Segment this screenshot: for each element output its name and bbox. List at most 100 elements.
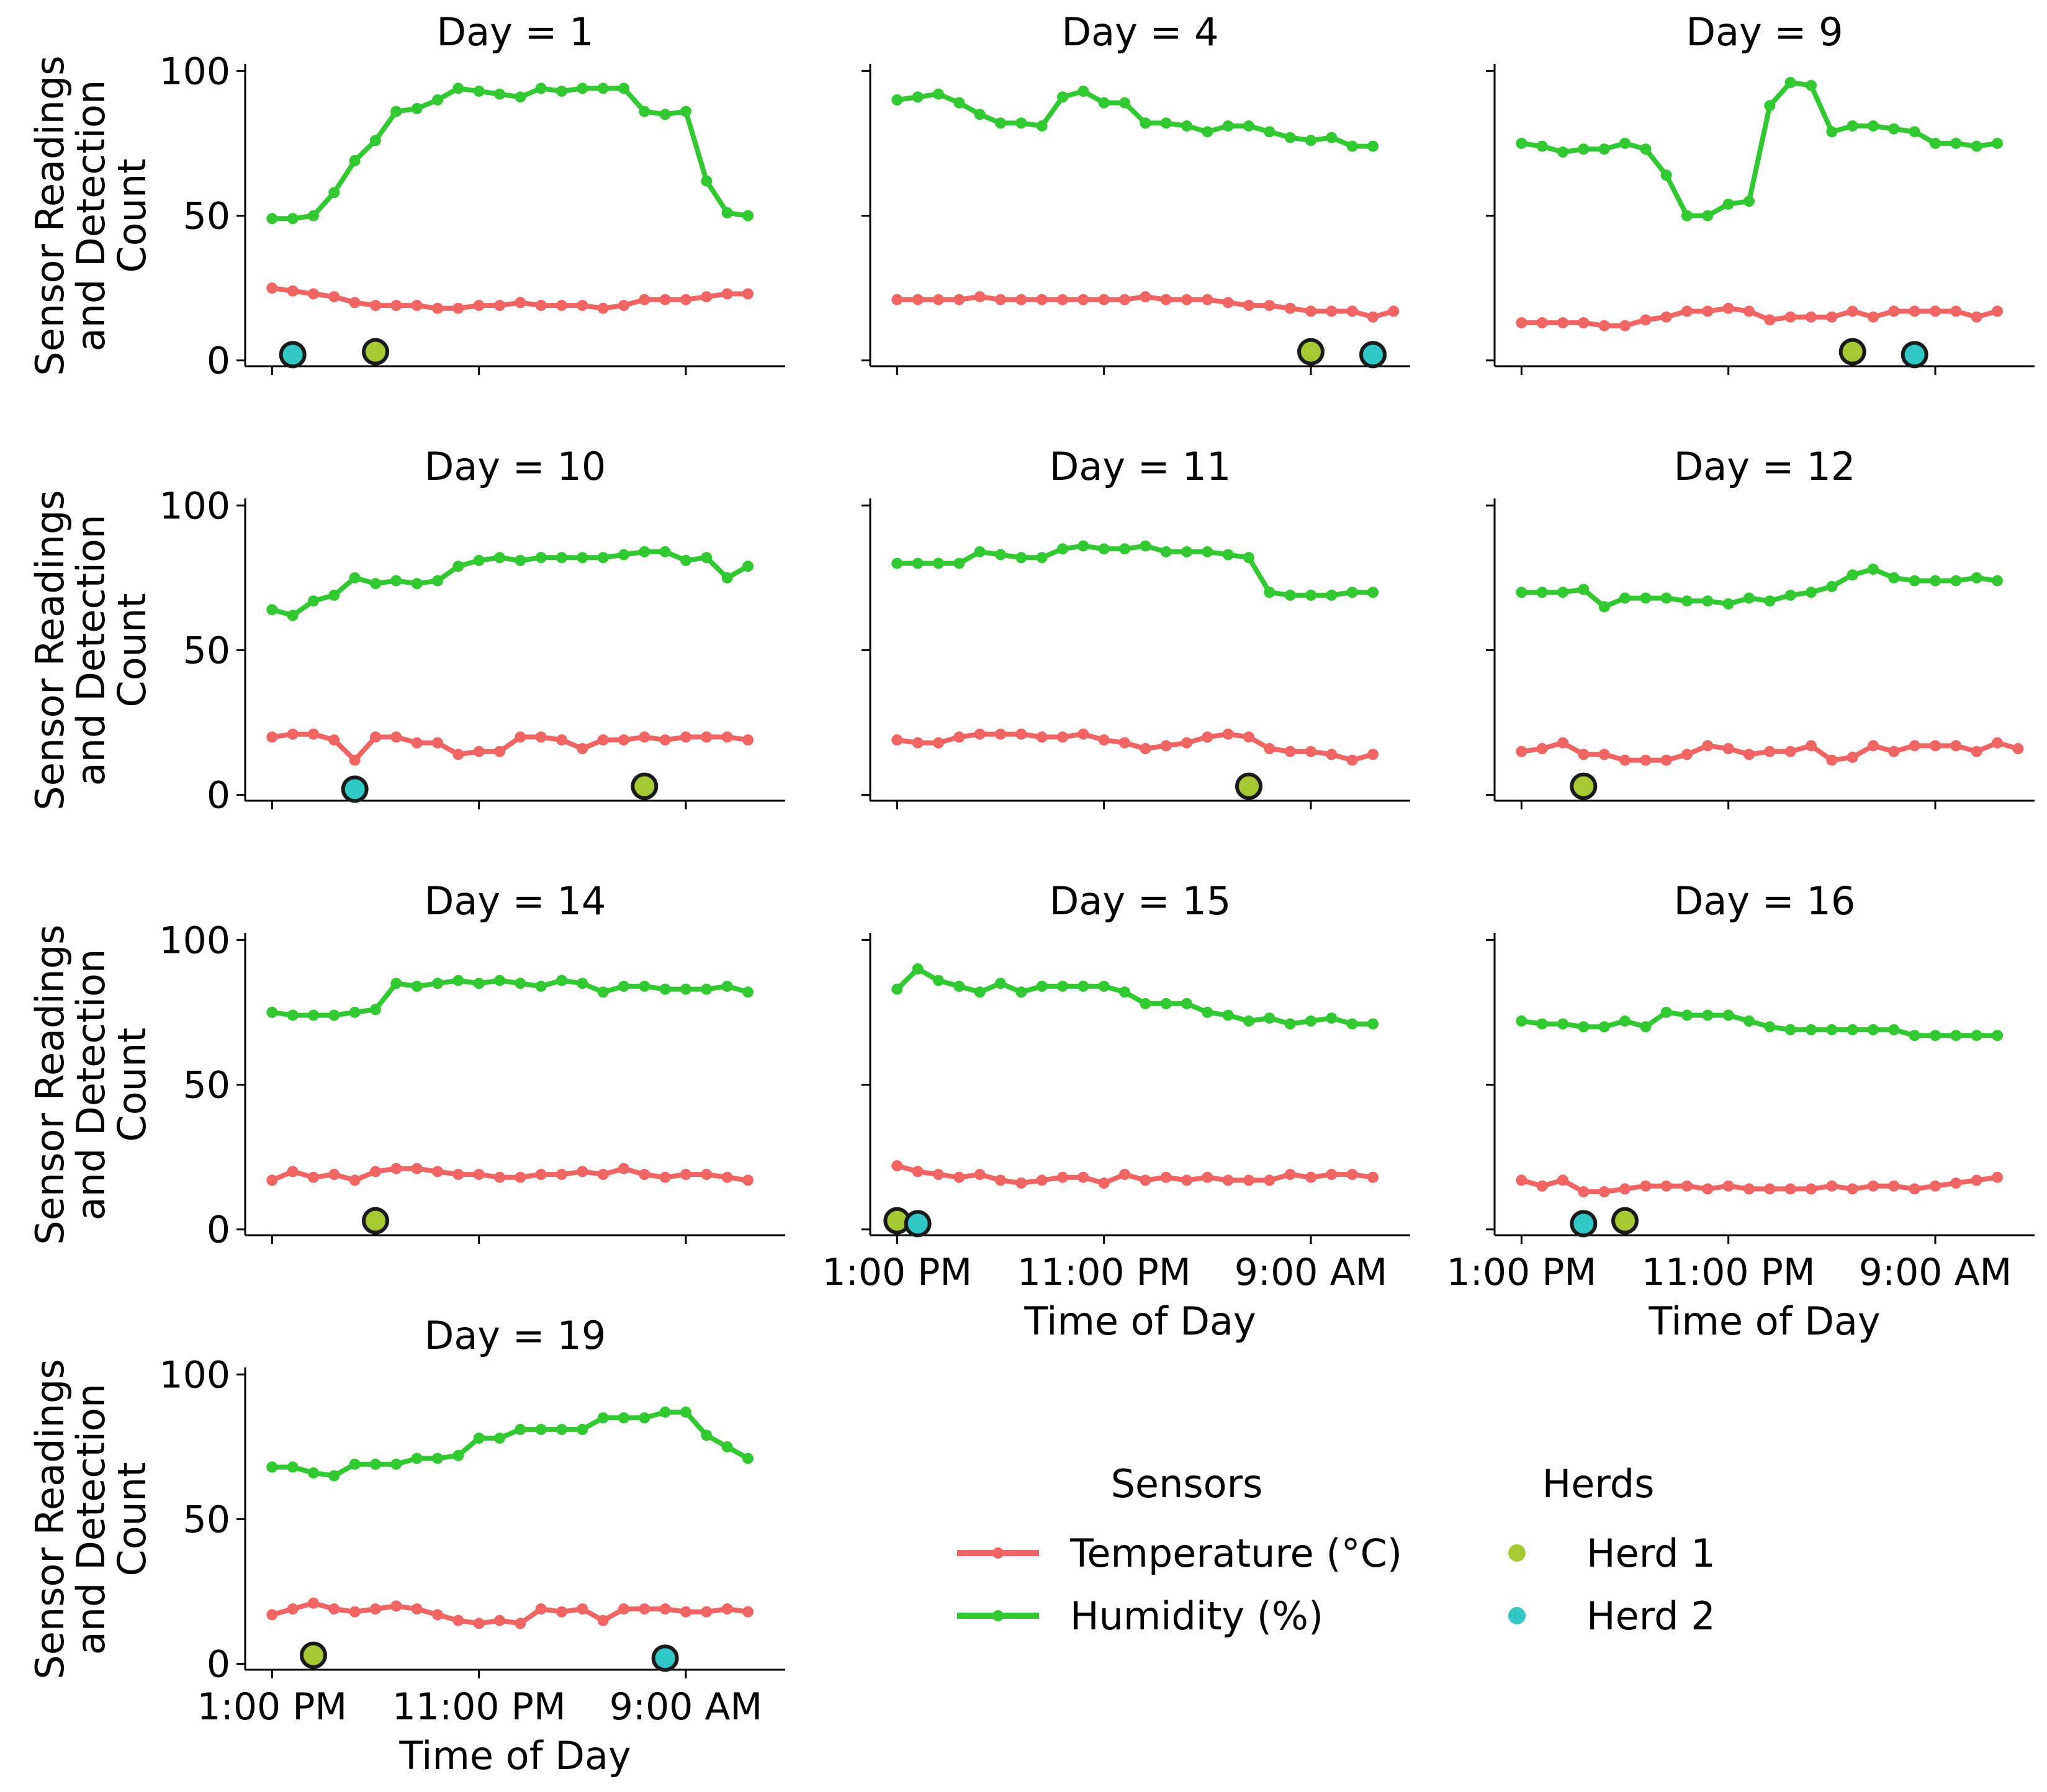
humidity-point: [1578, 1021, 1590, 1033]
humidity-point: [328, 1470, 340, 1482]
temperature-point: [577, 300, 588, 312]
humidity-point: [680, 554, 691, 566]
temperature-point: [1367, 749, 1379, 760]
humidity-point: [933, 975, 944, 986]
legend-herd2-marker: [1508, 1607, 1526, 1624]
humidity-point: [556, 85, 567, 97]
humidity-line: [895, 966, 1373, 1027]
temperature-point: [1598, 320, 1610, 331]
temperature-point: [1992, 305, 2003, 317]
temperature-point: [390, 300, 402, 312]
temperature-point: [659, 1171, 671, 1183]
temperature-point: [1326, 749, 1338, 760]
y-tick-label: 50: [183, 1064, 230, 1107]
humidity-point: [659, 1406, 671, 1418]
humidity-point: [432, 978, 443, 989]
humidity-point: [287, 1461, 299, 1473]
temperature-point: [1868, 311, 1879, 323]
legend-temperature-label: Temperature (°C): [1069, 1531, 1402, 1576]
temperature-point: [933, 294, 944, 305]
temperature-point: [2012, 743, 2024, 755]
humidity-point: [1868, 563, 1879, 575]
humidity-point: [1868, 1024, 1879, 1035]
temperature-point: [1346, 1169, 1358, 1181]
temperature-point: [995, 728, 1006, 740]
y-axis-title-line: Count: [109, 593, 155, 707]
humidity-point: [1578, 143, 1590, 155]
humidity-point: [308, 595, 319, 607]
temperature-point: [308, 288, 319, 300]
humidity-point: [1264, 1012, 1275, 1024]
humidity-point: [597, 986, 609, 998]
temperature-point: [1888, 1180, 1900, 1192]
humidity-point: [974, 986, 986, 998]
y-tick-label: 0: [207, 1643, 230, 1686]
humidity-point: [1160, 546, 1172, 557]
temperature-point: [494, 1171, 505, 1183]
humidity-point: [411, 578, 423, 590]
humidity-point: [1326, 589, 1338, 601]
temperature-point: [742, 1606, 754, 1618]
temperature-point: [1640, 754, 1652, 766]
humidity-point: [349, 155, 361, 166]
temperature-point: [1640, 1180, 1652, 1192]
temperature-point: [515, 297, 526, 308]
temperature-point: [701, 291, 713, 303]
panel-title: Day = 4: [1061, 9, 1218, 55]
herd-marker-herd1: [1611, 1207, 1639, 1235]
temperature-point: [1057, 294, 1068, 305]
humidity-point: [639, 1412, 650, 1424]
humidity-point: [1847, 1024, 1858, 1035]
humidity-point: [390, 1458, 402, 1470]
humidity-point: [1743, 592, 1755, 604]
temperature-point: [1909, 305, 1920, 317]
temperature-point: [266, 731, 278, 743]
temperature-point: [287, 285, 299, 297]
humidity-point: [1222, 1009, 1234, 1021]
temperature-point: [639, 731, 650, 743]
temperature-point: [1743, 305, 1755, 317]
humidity-point: [1681, 210, 1693, 222]
humidity-point: [556, 975, 567, 986]
humidity-point: [891, 983, 903, 995]
humidity-point: [1806, 587, 1817, 598]
temperature-point: [1202, 294, 1213, 305]
humidity-point: [639, 106, 650, 117]
temperature-point: [1619, 754, 1631, 766]
humidity-point: [1536, 140, 1548, 152]
temperature-point: [680, 731, 691, 743]
humidity-point: [1077, 980, 1089, 992]
temperature-point: [1119, 294, 1130, 305]
temperature-point: [912, 1166, 924, 1177]
temperature-point: [287, 1166, 299, 1177]
humidity-point: [452, 83, 464, 94]
temperature-point: [659, 294, 671, 305]
y-tick-label: 0: [207, 340, 230, 383]
temperature-point: [721, 288, 733, 300]
humidity-point: [1702, 1009, 1714, 1021]
humidity-point: [1140, 997, 1151, 1009]
temperature-point: [1305, 1171, 1316, 1183]
temperature-point: [432, 1166, 443, 1177]
temperature-point: [1284, 745, 1296, 757]
temperature-point: [1036, 731, 1048, 743]
humidity-point: [1305, 1015, 1316, 1027]
humidity-point: [995, 978, 1006, 989]
humidity-point: [1868, 120, 1879, 132]
temperature-point: [1536, 317, 1548, 329]
humidity-point: [287, 610, 299, 621]
humidity-point: [1764, 1021, 1776, 1033]
humidity-point: [1660, 1006, 1672, 1018]
temperature-point: [328, 734, 340, 746]
temperature-point: [473, 745, 485, 757]
temperature-point: [1160, 1171, 1172, 1183]
temperature-point: [1057, 1171, 1068, 1183]
temperature-point: [1284, 302, 1296, 314]
panel-day-4: Day = 4: [862, 9, 1410, 375]
humidity-point: [639, 980, 650, 992]
temperature-point: [701, 1169, 713, 1181]
temperature-point: [680, 1606, 691, 1618]
humidity-point: [535, 980, 547, 992]
humidity-point: [473, 1432, 485, 1444]
